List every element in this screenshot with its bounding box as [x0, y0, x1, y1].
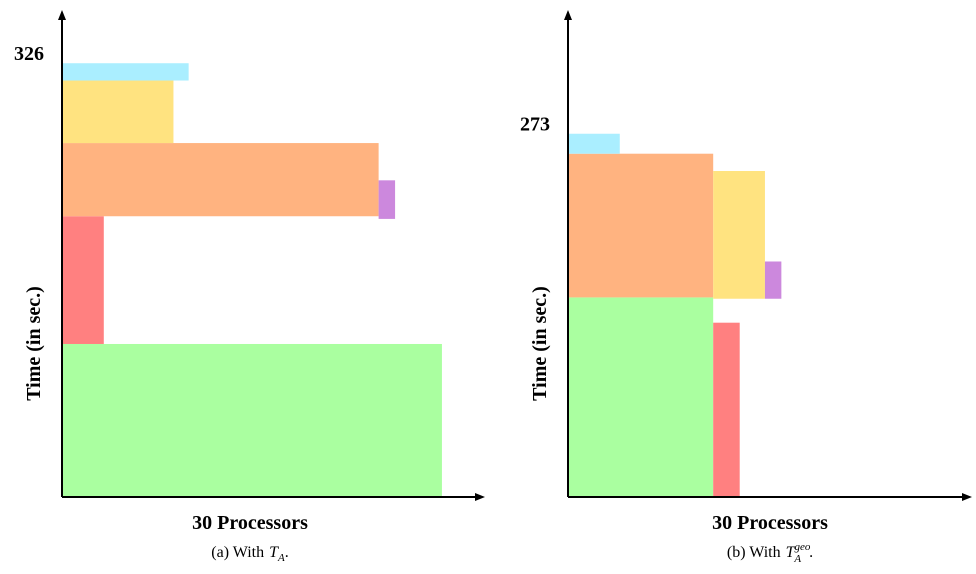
task-block — [62, 343, 442, 497]
arrow — [962, 493, 972, 501]
caption-superscript: geo — [795, 541, 811, 553]
caption-text: . — [285, 544, 289, 561]
task-block — [378, 180, 396, 219]
caption-text: . — [809, 544, 813, 561]
caption-subscript: A — [793, 553, 801, 565]
caption-text: (b) With — [727, 544, 781, 561]
y-axis-label: Time (in sec.) — [23, 286, 45, 401]
task-block — [62, 63, 189, 81]
caption-text: (a) With — [211, 544, 264, 561]
caption: (b) With Tgeo A. — [727, 541, 813, 565]
task-block — [62, 216, 104, 344]
task-block — [568, 153, 714, 298]
task-block — [764, 261, 782, 299]
panel: 273 Time (in sec.) 30 Processors (b) With Tg… — [520, 10, 972, 565]
task-block — [568, 297, 714, 497]
caption-subscript: A — [277, 552, 285, 564]
task-block — [713, 322, 740, 497]
y-axis-label: Time (in sec.) — [529, 286, 551, 401]
y-tick-label: 326 — [14, 43, 44, 65]
caption-symbol: T — [269, 544, 279, 561]
arrow — [475, 493, 485, 501]
y-tick-label: 273 — [520, 113, 550, 135]
arrow — [58, 10, 66, 20]
panel: 326 Time (in sec.) 30 Processors (a) With TA… — [14, 10, 485, 564]
task-block — [568, 133, 620, 154]
task-block — [713, 171, 765, 299]
task-block — [62, 80, 174, 144]
arrow — [564, 10, 572, 20]
x-axis-label: 30 Processors — [192, 512, 308, 534]
caption-symbol: T — [786, 544, 796, 561]
task-block — [62, 143, 379, 217]
x-axis-label: 30 Processors — [712, 512, 828, 534]
caption: (a) With TA. — [211, 544, 288, 564]
